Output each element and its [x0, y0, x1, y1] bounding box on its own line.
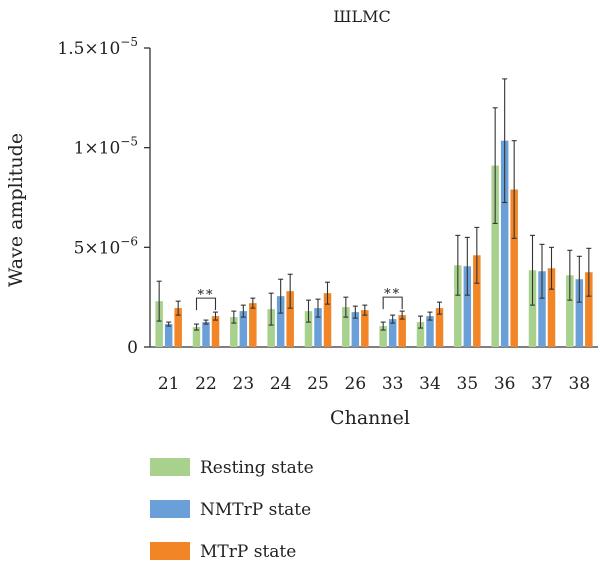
bar [510, 189, 518, 347]
significance-bracket [195, 297, 217, 311]
bar [379, 326, 387, 347]
x-tick-label: 37 [531, 374, 553, 394]
bar [398, 315, 406, 347]
bar [249, 303, 257, 347]
significance-label: ** [384, 287, 401, 302]
bar [230, 317, 238, 347]
y-tick-mantissa: 1×10 [74, 139, 121, 159]
error-bar-group [156, 78, 592, 331]
x-tick-label: 26 [345, 374, 367, 394]
x-tick-label: 35 [457, 374, 479, 394]
x-axis: 21 22 23 24 25 26 33 34 35 36 37 38 [150, 346, 598, 394]
bar [388, 319, 397, 347]
y-tick-label: 1×10−5 [74, 135, 138, 159]
x-tick-label: 34 [419, 374, 441, 394]
bar [286, 291, 294, 347]
bar [566, 275, 574, 347]
bar [276, 296, 285, 347]
x-tick-label: 24 [270, 374, 292, 394]
y-tick-label: 1.5×10−5 [57, 35, 138, 59]
y-axis: 05×10−61×10−51.5×10−5 [57, 35, 151, 358]
bar [463, 266, 472, 347]
y-tick-mantissa: 1.5×10 [57, 39, 120, 59]
bar [538, 271, 546, 347]
significance-label: ** [198, 288, 215, 303]
x-tick-label: 21 [158, 374, 180, 394]
legend-label: NMTrP state [200, 500, 311, 520]
y-tick-mantissa: 5×10 [74, 238, 121, 258]
bar [164, 324, 173, 347]
bar [323, 293, 332, 347]
bar [174, 308, 182, 347]
bar [473, 255, 481, 347]
bar [351, 312, 360, 347]
bar [267, 309, 275, 347]
bar-series-group [155, 140, 593, 347]
x-tick-label: 33 [382, 374, 404, 394]
legend-label: MTrP state [200, 542, 296, 562]
significance-bracket [382, 296, 403, 310]
bar [500, 140, 509, 347]
bar [202, 322, 210, 347]
y-axis-title: Wave amplitude [5, 133, 27, 287]
x-tick-label: 36 [494, 374, 516, 394]
bar [426, 316, 434, 347]
legend-swatch [150, 542, 190, 560]
bar [585, 272, 593, 347]
y-tick-exponent: −5 [120, 35, 138, 49]
bar [528, 270, 537, 347]
y-tick-exponent: −6 [120, 234, 138, 248]
bar [304, 311, 313, 347]
legend-label: Resting state [200, 458, 314, 478]
bar [192, 327, 201, 347]
bar [361, 310, 369, 347]
bar [416, 322, 425, 347]
y-tick-mantissa: 0 [127, 338, 138, 358]
legend-swatch [150, 500, 190, 518]
legend: Resting state NMTrP state MTrP state [150, 458, 314, 562]
bar [454, 265, 462, 347]
y-tick-exponent: −5 [120, 135, 138, 149]
bar [575, 279, 584, 347]
legend-swatch [150, 458, 190, 476]
x-tick-label: 22 [195, 374, 217, 394]
bar [314, 308, 322, 347]
bar [211, 316, 220, 347]
chart-title: ШLMC [333, 7, 391, 26]
x-tick-label: 38 [569, 374, 591, 394]
bar [155, 301, 163, 347]
bar [491, 165, 499, 347]
bar [239, 311, 248, 347]
bar [547, 268, 556, 347]
x-tick-label: 25 [307, 374, 329, 394]
bar [435, 308, 444, 347]
bar [342, 307, 350, 347]
x-tick-label: 23 [233, 374, 255, 394]
significance-group: ** ** [195, 287, 403, 311]
y-tick-label: 5×10−6 [74, 234, 138, 258]
x-axis-title: Channel [330, 407, 410, 429]
y-tick-label: 0 [127, 338, 138, 358]
